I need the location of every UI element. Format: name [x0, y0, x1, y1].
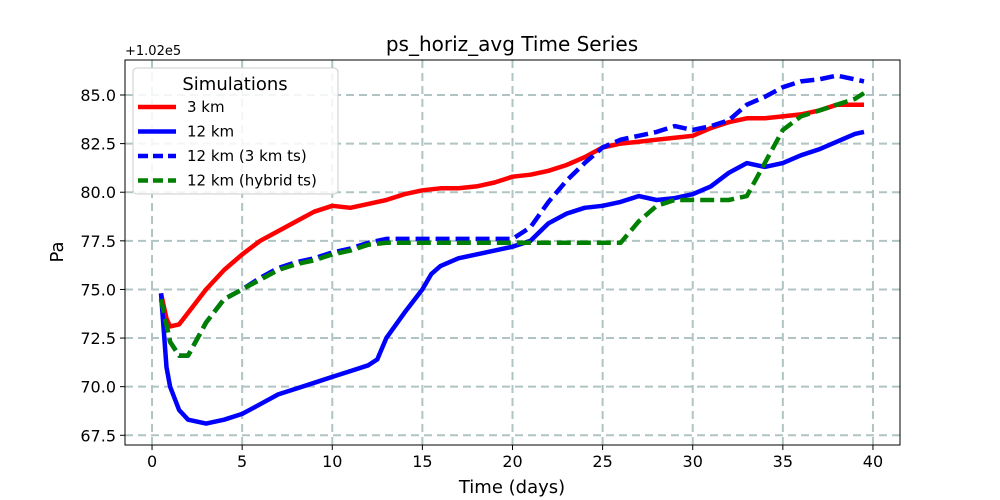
- x-tick-label: 15: [412, 452, 432, 471]
- y-tick-label: 80.0: [80, 183, 116, 202]
- legend-label-12-km: 12 km: [187, 123, 234, 141]
- y-tick-label: 77.5: [80, 232, 116, 251]
- legend-box: [132, 67, 339, 195]
- series-line-3-km: [158, 102, 864, 329]
- y-axis-offset-label: +1.02e5: [125, 44, 181, 59]
- x-tick-label: 40: [863, 452, 883, 471]
- y-tick-label: 67.5: [80, 426, 116, 445]
- x-tick-label: 0: [147, 452, 157, 471]
- y-tick-label: 85.0: [80, 86, 116, 105]
- legend-title: Simulations: [182, 74, 287, 95]
- series-line-12-km-hybrid-ts: [158, 91, 866, 358]
- axis-ticks: 0 5 10 15 20 25 30 35 40 67.5 70.0 72.5 75.0 77.5 80.0…: [80, 86, 883, 471]
- chart-title: ps_horiz_avg Time Series: [386, 32, 638, 56]
- x-tick-label: 20: [502, 452, 522, 471]
- x-tick-label: 5: [237, 452, 247, 471]
- x-tick-label: 10: [322, 452, 342, 471]
- y-tick-label: 82.5: [80, 135, 116, 154]
- x-tick-label: 35: [773, 452, 793, 471]
- legend-entries: 3 km 12 km 12 km (3 km ts) 12 km (hybrid ts…: [138, 98, 317, 190]
- y-tick-label: 75.0: [80, 280, 116, 299]
- legend-label-12-km-3-km-ts: 12 km (3 km ts): [187, 147, 307, 165]
- legend-label-12-km-hybrid-ts: 12 km (hybrid ts): [187, 172, 317, 190]
- x-tick-label: 25: [592, 452, 612, 471]
- y-tick-label: 72.5: [80, 329, 116, 348]
- y-tick-label: 70.0: [80, 378, 116, 397]
- x-tick-label: 30: [683, 452, 703, 471]
- legend-label-3-km: 3 km: [187, 98, 225, 116]
- series-line-12-km: [158, 129, 865, 426]
- x-axis-label: Time (days): [458, 477, 565, 498]
- series-lines: [158, 73, 866, 426]
- series-line-12-km-3-km-ts: [158, 73, 865, 358]
- legend: Simulations 3 km 12 km 12 km (3 km ts) 12 k…: [132, 67, 339, 195]
- y-axis-label: Pa: [47, 241, 68, 262]
